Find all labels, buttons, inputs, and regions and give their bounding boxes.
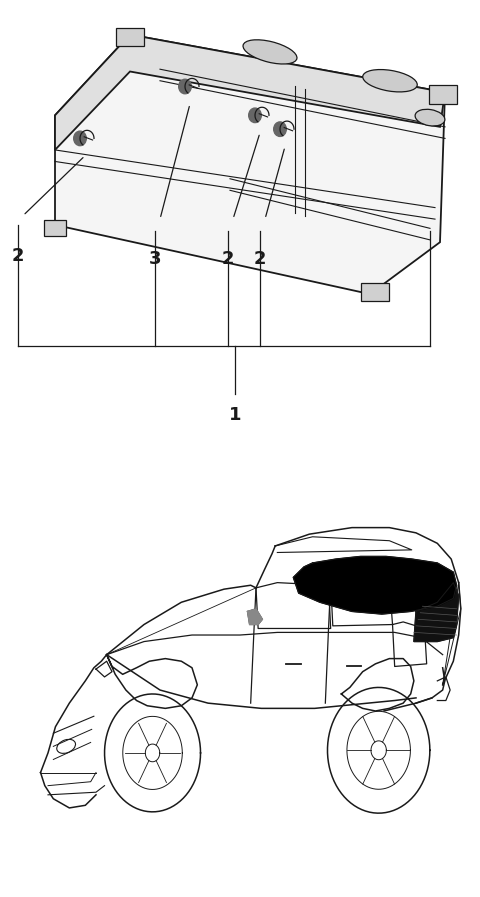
Polygon shape	[293, 556, 456, 614]
Polygon shape	[55, 35, 445, 294]
Text: 3: 3	[149, 250, 161, 268]
Circle shape	[274, 122, 286, 136]
Bar	[429, 85, 457, 104]
Circle shape	[249, 108, 261, 123]
Polygon shape	[55, 35, 445, 150]
Text: 2: 2	[254, 250, 266, 268]
Text: 1: 1	[229, 406, 241, 424]
Ellipse shape	[363, 70, 417, 91]
Bar	[44, 221, 66, 237]
Polygon shape	[414, 583, 459, 641]
Polygon shape	[248, 609, 263, 624]
Circle shape	[179, 79, 192, 94]
Circle shape	[74, 131, 86, 145]
Bar	[361, 283, 389, 301]
Bar	[116, 28, 144, 46]
Text: 2: 2	[222, 250, 234, 268]
Text: 2: 2	[12, 247, 24, 265]
Ellipse shape	[243, 39, 297, 64]
Ellipse shape	[415, 109, 445, 126]
